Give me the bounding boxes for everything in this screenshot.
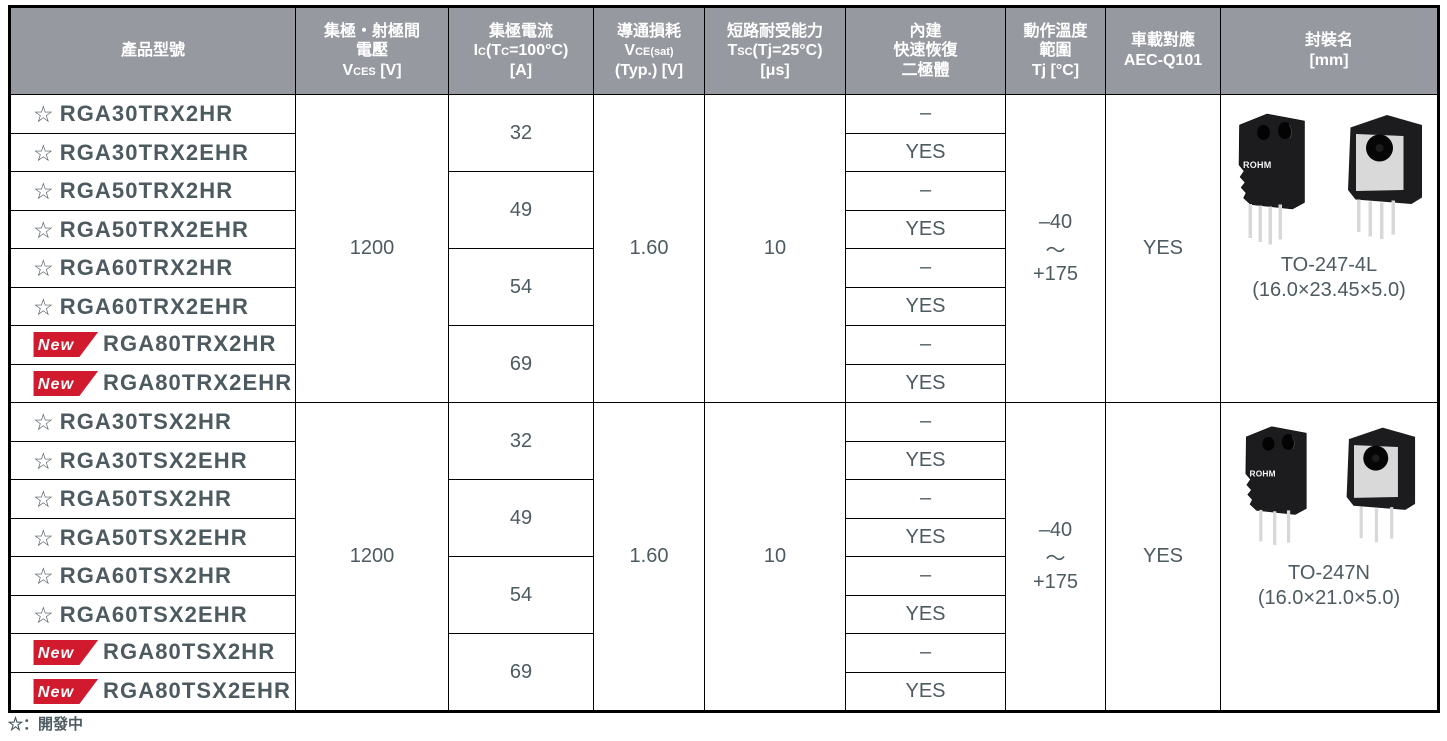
svg-text:New: New [38, 683, 75, 701]
svg-text:New: New [38, 644, 75, 662]
svg-text:New: New [38, 375, 75, 393]
svg-text:New: New [38, 336, 75, 354]
svg-text:ROHM: ROHM [1243, 160, 1272, 170]
svg-text:ROHM: ROHM [1249, 469, 1275, 479]
